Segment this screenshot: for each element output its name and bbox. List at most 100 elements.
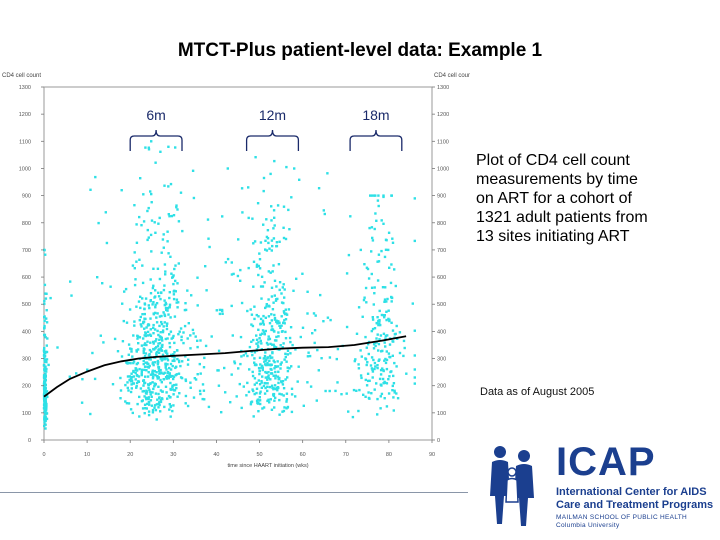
data-point [113,337,117,341]
data-point [264,316,267,319]
data-point [44,419,47,423]
data-point [148,388,151,392]
data-point [262,176,266,180]
data-point [277,386,280,390]
data-point [151,411,155,414]
description-line: Plot of CD4 cell count [476,152,630,169]
data-point [44,380,47,383]
data-point [280,381,283,384]
data-point [274,370,277,374]
data-point [385,358,389,362]
data-point [144,297,148,300]
data-point [285,392,289,395]
data-point [373,388,376,391]
data-point [140,224,143,227]
data-point [371,236,374,240]
data-point [247,266,250,270]
data-point [150,192,153,196]
data-point [184,302,187,305]
data-point [369,364,373,367]
data-point [173,289,176,292]
data-point [165,303,168,306]
data-point [171,385,174,389]
data-point [264,329,267,333]
data-point [43,424,46,428]
data-point [136,402,139,406]
data-point [140,373,143,376]
data-point [371,376,374,379]
data-point [274,365,277,368]
data-point [275,319,278,322]
data-point [278,281,282,284]
x-axis-label: time since HAART initiation (wks) [227,463,308,469]
data-point [125,321,129,324]
data-point [275,241,279,244]
data-point [258,252,261,255]
data-point [155,302,159,305]
data-point [230,373,233,376]
data-point [371,370,375,373]
data-point [136,334,139,337]
data-point [129,347,132,350]
data-point [261,319,265,322]
data-point [147,400,151,404]
data-point [351,415,355,419]
data-point [167,145,170,148]
data-point [276,365,280,368]
data-point [44,336,47,339]
data-point [250,400,254,403]
data-point [151,373,154,376]
y-tick-label-left: 400 [22,329,31,335]
data-point [159,410,162,413]
data-point [382,332,386,335]
data-point [319,293,322,297]
data-point [387,392,391,395]
data-point [240,187,244,190]
data-point [382,382,385,385]
data-point [258,356,262,359]
data-point [171,364,174,368]
data-point [268,337,272,341]
data-point [137,300,141,303]
data-point [169,374,172,378]
data-point [156,359,160,363]
data-point [159,150,162,153]
data-point [273,384,277,387]
data-point [267,270,270,273]
data-point [282,387,286,390]
data-point [367,391,370,394]
data-point [272,264,275,267]
data-point [353,359,356,363]
data-point [184,394,188,398]
data-point [157,385,160,388]
data-point [151,303,154,306]
data-point [262,406,266,409]
data-point [264,239,267,242]
data-point [160,251,163,254]
data-point [135,260,138,263]
data-point [367,379,370,383]
data-point [179,364,182,368]
data-point [233,360,236,363]
data-point [127,343,131,346]
data-point [163,321,166,324]
data-point [370,272,373,276]
data-point [265,358,268,361]
data-point [203,356,206,360]
data-point [288,367,291,370]
data-point [284,355,287,359]
data-point [155,316,158,319]
data-point [267,304,271,307]
data-point [160,336,163,339]
y-tick-label-right: 600 [437,275,446,281]
data-point [292,289,295,292]
data-point [384,345,387,348]
data-point [154,392,158,395]
data-point [373,292,376,295]
data-point [349,215,352,218]
data-point [276,389,279,392]
data-point [263,333,266,336]
data-point [374,365,377,368]
data-point [273,294,276,297]
